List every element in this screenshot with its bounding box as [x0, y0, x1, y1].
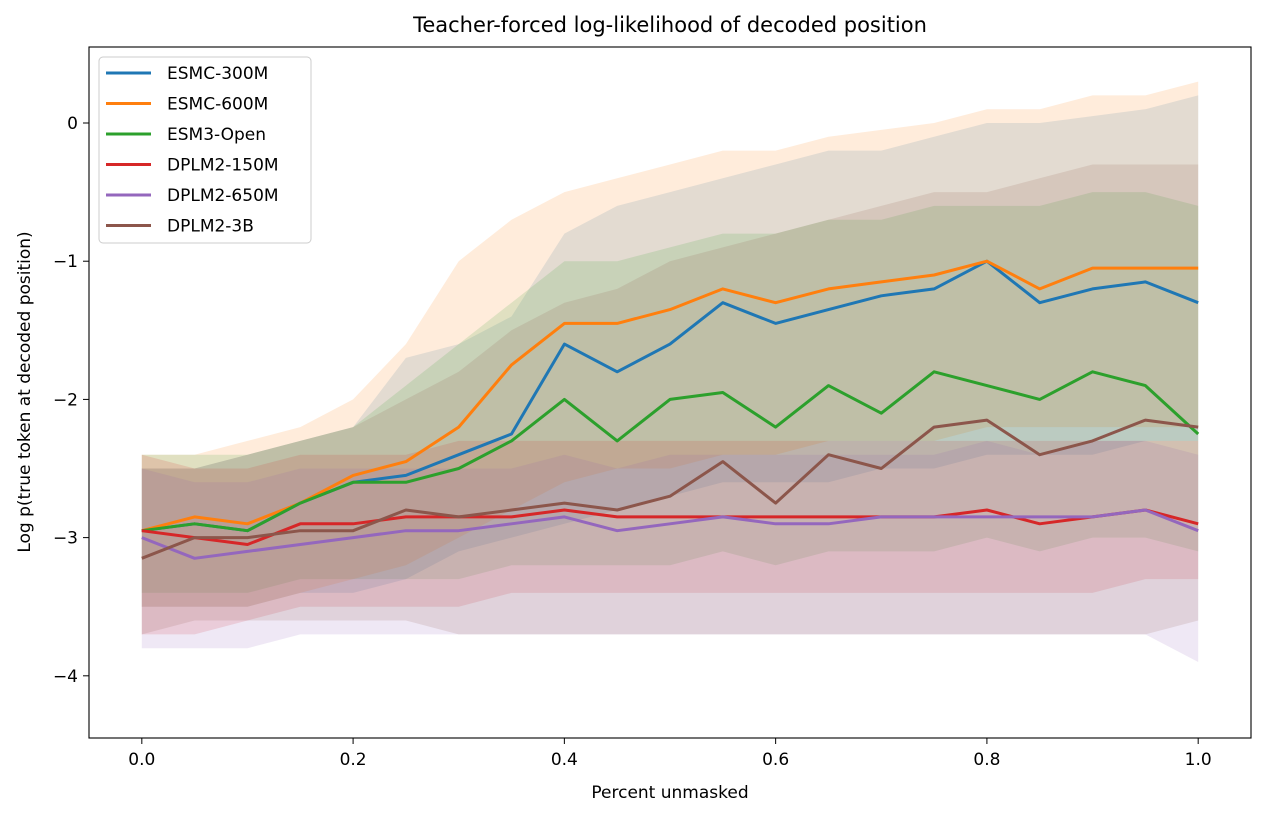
legend-label: DPLM2-650M — [167, 186, 279, 206]
legend-box — [98, 56, 312, 244]
series-line-3 — [141, 508, 1199, 546]
chart-title: Teacher-forced log-likelihood of decoded… — [412, 13, 927, 37]
series-line-1 — [141, 259, 1199, 533]
band-0 — [141, 95, 1199, 607]
legend-label: DPLM2-150M — [167, 156, 279, 176]
legend-label: ESM3-Open — [167, 125, 266, 145]
x-tick-label: 0.6 — [762, 750, 789, 770]
legend: ESMC-300M ESMC-600M ESM3-Open DPLM2-150M DPL… — [98, 56, 312, 244]
plot-frame — [88, 46, 1252, 739]
series-line-5 — [141, 418, 1199, 560]
band-3 — [141, 440, 1199, 635]
series-lines — [141, 259, 1200, 560]
y-tick-label: −2 — [53, 390, 78, 410]
legend-label: ESMC-300M — [167, 64, 268, 84]
legend-label: DPLM2-3B — [167, 217, 254, 237]
x-tick-label: 0.0 — [128, 750, 155, 770]
y-tick-label: 0 — [67, 114, 78, 134]
x-tick-label: 1.0 — [1185, 750, 1212, 770]
y-axis: −4 −3 −2 −1 0 — [53, 114, 89, 687]
series-line-4 — [141, 508, 1199, 560]
band-2 — [141, 192, 1199, 593]
series-line-2 — [141, 370, 1200, 533]
x-tick-label: 0.2 — [340, 750, 367, 770]
legend-label: ESMC-600M — [167, 95, 268, 115]
y-tick-label: −3 — [53, 529, 78, 549]
y-axis-label: Log p(true token at decoded position) — [15, 231, 35, 552]
x-axis: 0.0 0.2 0.4 0.6 0.8 1.0 — [128, 738, 1212, 770]
x-tick-label: 0.8 — [973, 750, 1000, 770]
y-tick-label: −1 — [53, 252, 78, 272]
band-4 — [141, 440, 1199, 662]
x-axis-label: Percent unmasked — [591, 783, 748, 803]
y-tick-label: −4 — [53, 667, 78, 687]
x-tick-label: 0.4 — [551, 750, 578, 770]
